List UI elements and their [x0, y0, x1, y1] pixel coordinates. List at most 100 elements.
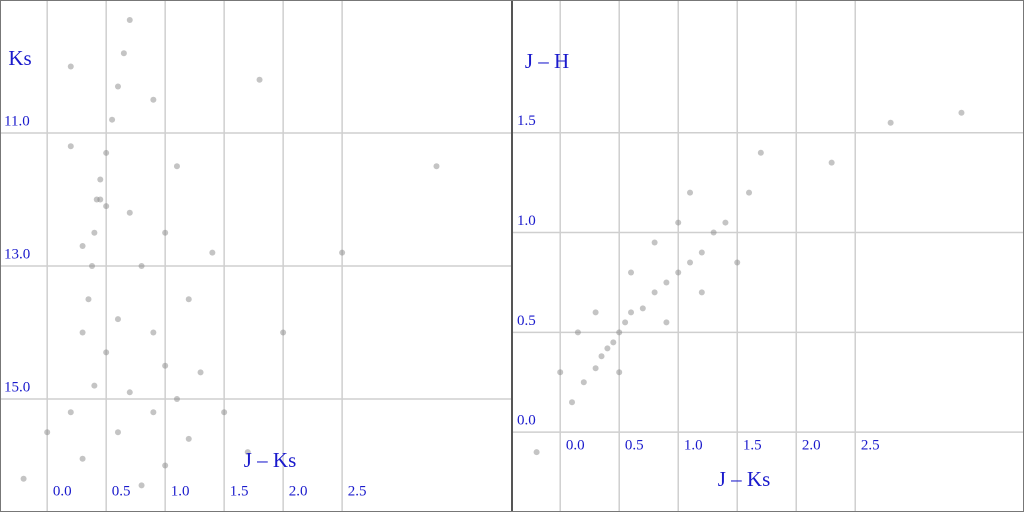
point — [44, 429, 51, 436]
point — [114, 83, 121, 90]
point — [185, 296, 192, 303]
point — [97, 196, 104, 203]
x-tick-label: 2.0 — [802, 437, 821, 453]
point — [574, 329, 581, 336]
point — [592, 309, 599, 316]
point — [138, 262, 145, 269]
point — [209, 249, 216, 256]
y-tick-label: 13.0 — [4, 246, 30, 262]
point — [651, 289, 658, 296]
point — [698, 249, 705, 256]
point — [592, 365, 599, 372]
point — [687, 189, 694, 196]
point — [757, 149, 764, 156]
point — [580, 379, 587, 386]
point — [533, 449, 540, 456]
point — [126, 16, 133, 23]
point — [675, 269, 682, 276]
point — [173, 163, 180, 170]
y-tick-label: 15.0 — [4, 379, 30, 395]
point — [185, 435, 192, 442]
point — [85, 296, 92, 303]
y-axis-label: Ks — [8, 46, 31, 70]
point — [639, 305, 646, 312]
y-tick-label: 0.0 — [517, 413, 536, 429]
point — [722, 219, 729, 226]
point — [79, 243, 86, 250]
point — [616, 329, 623, 336]
point — [103, 349, 110, 356]
point — [598, 353, 605, 360]
x-tick-label: 1.0 — [684, 437, 703, 453]
point — [67, 143, 74, 150]
x-tick-label: 1.0 — [171, 483, 190, 499]
x-tick-label: 0.0 — [53, 483, 72, 499]
point — [244, 449, 251, 456]
x-tick-label: 0.5 — [112, 483, 131, 499]
point — [746, 189, 753, 196]
point — [103, 203, 110, 210]
point — [616, 369, 623, 376]
point — [828, 159, 835, 166]
x-tick-label: 2.0 — [289, 483, 308, 499]
point — [126, 209, 133, 216]
point — [67, 63, 74, 70]
point — [89, 262, 96, 269]
point — [734, 259, 741, 266]
point — [20, 475, 27, 482]
y-tick-label: 0.5 — [517, 313, 536, 329]
point — [557, 369, 564, 376]
point — [67, 409, 74, 416]
point — [604, 345, 611, 352]
point — [663, 319, 670, 326]
point — [256, 76, 263, 83]
x-axis-label: J – Ks — [718, 467, 771, 491]
x-tick-label: 0.5 — [625, 437, 644, 453]
point — [114, 316, 121, 323]
point — [91, 229, 98, 236]
point — [622, 319, 629, 326]
point — [162, 462, 169, 469]
point — [280, 329, 287, 336]
point — [138, 482, 145, 489]
point — [162, 362, 169, 369]
point — [150, 96, 157, 103]
point — [887, 119, 894, 126]
point — [109, 116, 116, 123]
point — [433, 163, 440, 170]
x-tick-label: 0.0 — [566, 437, 585, 453]
y-tick-label: 1.0 — [517, 213, 536, 229]
x-tick-label: 2.5 — [861, 437, 880, 453]
point — [173, 395, 180, 402]
x-tick-label: 1.5 — [743, 437, 762, 453]
x-tick-label: 2.5 — [348, 483, 367, 499]
point — [120, 50, 127, 57]
point — [103, 149, 110, 156]
y-tick-label: 1.5 — [517, 113, 536, 129]
point — [150, 329, 157, 336]
point — [114, 429, 121, 436]
point — [958, 109, 965, 116]
point — [651, 239, 658, 246]
point — [675, 219, 682, 226]
point — [150, 409, 157, 416]
point — [126, 389, 133, 396]
point — [79, 329, 86, 336]
point — [687, 259, 694, 266]
point — [162, 229, 169, 236]
point — [710, 229, 717, 236]
point — [628, 269, 635, 276]
point — [610, 339, 617, 346]
x-axis-label: J – Ks — [244, 448, 297, 472]
point — [79, 455, 86, 462]
point — [221, 409, 228, 416]
point — [569, 399, 576, 406]
point — [698, 289, 705, 296]
point — [197, 369, 204, 376]
point — [663, 279, 670, 286]
point — [97, 176, 104, 183]
y-axis-label: J – H — [525, 49, 569, 73]
point — [628, 309, 635, 316]
point — [339, 249, 346, 256]
